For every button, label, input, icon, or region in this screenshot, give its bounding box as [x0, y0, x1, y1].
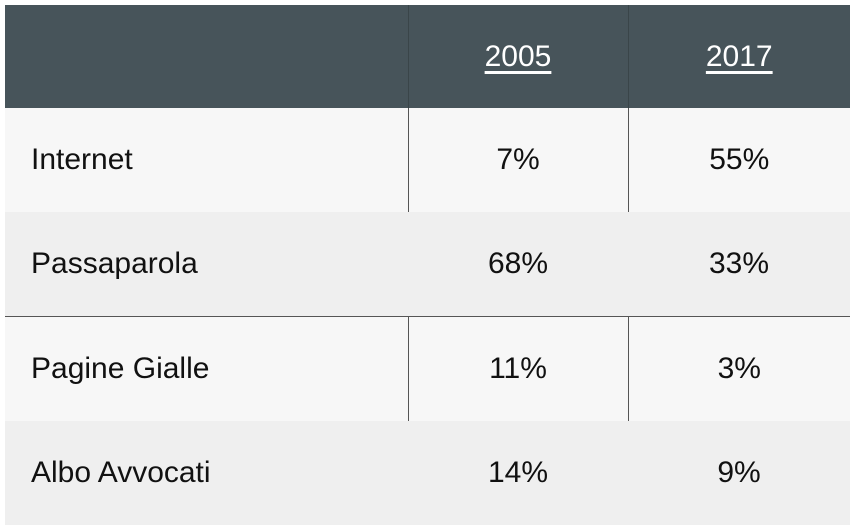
- table-row: Internet 7% 55%: [5, 108, 850, 212]
- table-row: Albo Avvocati 14% 9%: [5, 421, 850, 525]
- table-row: Passaparola 68% 33%: [5, 212, 850, 317]
- row-label: Pagine Gialle: [5, 316, 408, 421]
- column-label: 2017: [705, 39, 773, 73]
- row-label: Albo Avvocati: [5, 421, 408, 525]
- header-cell: [5, 5, 408, 108]
- data-table: 2005 2017 Internet 7% 55% Passaparola 68…: [5, 5, 850, 525]
- row-label: Passaparola: [5, 212, 408, 317]
- cell: 55%: [627, 108, 850, 212]
- cell: 3%: [627, 316, 850, 421]
- cell: 14%: [408, 421, 628, 525]
- cell: 33%: [628, 212, 850, 317]
- column-label: 2005: [484, 39, 552, 73]
- cell: 7%: [407, 108, 628, 212]
- row-label: Internet: [5, 108, 408, 212]
- header-cell: 2005: [407, 5, 628, 108]
- cell: 9%: [628, 421, 850, 525]
- cell: 68%: [408, 212, 628, 317]
- cell: 11%: [407, 316, 628, 421]
- header-row: 2005 2017: [5, 5, 850, 108]
- table-row: Pagine Gialle 11% 3%: [5, 316, 850, 421]
- header-cell: 2017: [627, 5, 850, 108]
